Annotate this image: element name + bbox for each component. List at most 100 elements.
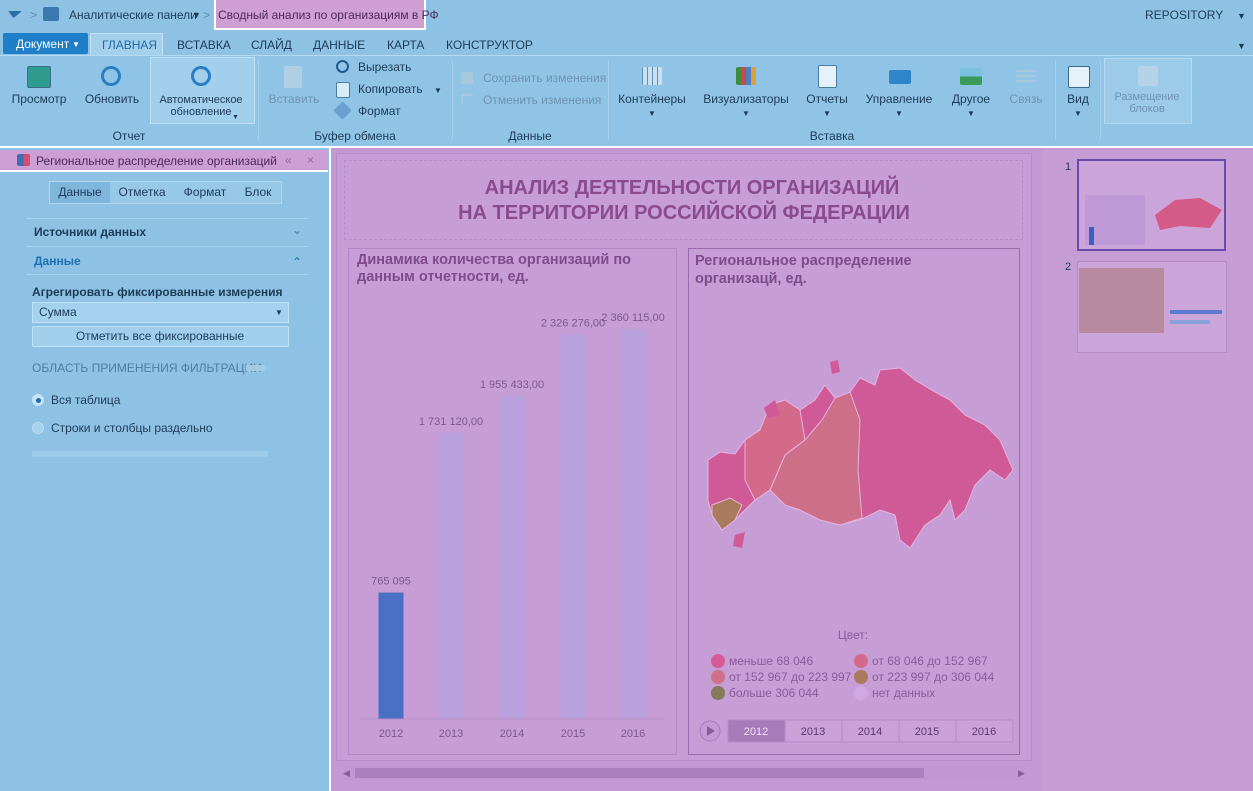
scroll-left[interactable]: ◀	[343, 768, 350, 778]
button-label[interactable]: Вырезать	[358, 60, 412, 74]
separator	[258, 60, 259, 140]
document-label[interactable]: Документ	[16, 37, 70, 51]
group-label: Вставка	[809, 129, 855, 143]
button-label[interactable]: Контейнеры	[618, 92, 686, 106]
cut-icon[interactable]	[336, 60, 349, 73]
preview-icon[interactable]	[27, 66, 51, 88]
button-label[interactable]: Отметить все фиксированные	[75, 329, 245, 343]
separator	[608, 60, 609, 140]
dropdown-arrow[interactable]: ▼	[192, 10, 201, 20]
breadcrumb-highlight	[214, 0, 426, 30]
dropdown-arrow[interactable]: ▼	[232, 114, 239, 121]
slide-title: НА ТЕРРИТОРИИ РОССИЙСКОЙ ФЕДЕРАЦИИ	[458, 202, 910, 224]
button-label[interactable]: Автоматическое обновление	[159, 94, 243, 118]
dropdown-arrow[interactable]: ▼	[823, 109, 831, 118]
dropdown-arrow[interactable]: ▼	[1074, 109, 1082, 118]
separator: >	[203, 8, 211, 22]
section-header[interactable]: Данные	[34, 254, 81, 268]
radio-label[interactable]: Строки и столбцы раздельно	[51, 421, 213, 435]
select[interactable]	[32, 302, 289, 323]
dropdown-arrow[interactable]: ▼	[434, 86, 442, 95]
thumbnail[interactable]	[1077, 261, 1227, 353]
reports-icon[interactable]	[818, 65, 837, 88]
panel-tab[interactable]: Данные	[58, 185, 102, 199]
button-label[interactable]: Просмотр	[11, 92, 67, 106]
other-icon[interactable]	[960, 68, 982, 85]
button[interactable]	[32, 326, 289, 347]
tab[interactable]: КАРТА	[387, 38, 425, 52]
button-label[interactable]: Другое	[951, 92, 991, 106]
group-label: Данные	[508, 129, 552, 143]
button-label[interactable]: Копировать	[358, 82, 423, 96]
tab-active[interactable]	[90, 33, 163, 56]
controls-icon[interactable]	[889, 70, 911, 84]
panel-icon	[17, 154, 30, 166]
scroll-right[interactable]: ▶	[1018, 768, 1025, 778]
dropdown-arrow[interactable]: ▼	[648, 109, 656, 118]
scroll-thumb[interactable]	[355, 768, 924, 778]
tab[interactable]: СЛАЙД	[251, 38, 292, 52]
collapse-button[interactable]: «	[285, 153, 292, 167]
auto-refresh-icon[interactable]	[191, 66, 211, 86]
link-icon	[1016, 70, 1036, 84]
tab[interactable]: ВСТАВКА	[177, 38, 231, 52]
copy-icon[interactable]	[336, 82, 350, 98]
repository-arrow[interactable]: ▼	[1237, 11, 1246, 21]
repository[interactable]: REPOSITORY	[1145, 8, 1224, 22]
select-value[interactable]: Сумма	[39, 305, 77, 319]
save-icon	[461, 72, 473, 84]
document-button[interactable]	[3, 33, 88, 54]
field-label: Агрегировать фиксированные измерения	[32, 285, 283, 299]
chevron[interactable]: ⌃	[292, 255, 303, 269]
panel-tab[interactable]: Формат	[183, 185, 227, 199]
view-icon[interactable]	[1068, 66, 1090, 88]
tab[interactable]: КОНСТРУКТОР	[446, 38, 533, 52]
divider	[0, 146, 1253, 148]
breadcrumb[interactable]: Аналитические панели	[69, 8, 197, 22]
button-label: Сохранить изменения	[483, 71, 607, 85]
panel-header	[0, 150, 328, 172]
ribbon-collapse[interactable]: ▼	[1237, 41, 1246, 51]
paste-icon	[284, 66, 302, 88]
button-label: Размещение блоков	[1114, 91, 1180, 115]
chart-block	[348, 248, 677, 755]
refresh-icon[interactable]	[101, 66, 121, 86]
slide-number: 2	[1065, 261, 1072, 273]
radio-label[interactable]: Вся таблица	[51, 393, 121, 407]
select-arrow[interactable]: ▼	[275, 308, 283, 317]
button-label[interactable]: Вид	[1067, 92, 1089, 106]
legend-title: Цвет:	[837, 628, 869, 642]
section-header[interactable]: Источники данных	[34, 225, 147, 239]
containers-icon[interactable]	[642, 67, 662, 85]
close-button[interactable]: ×	[307, 153, 315, 167]
button-label: Вставить	[268, 92, 320, 106]
button-label[interactable]: Визуализаторы	[703, 92, 789, 106]
panel-tab-active[interactable]	[50, 182, 110, 203]
undo-icon	[461, 94, 473, 104]
panel-tab[interactable]: Отметка	[118, 185, 166, 199]
button-label[interactable]: Формат	[358, 104, 401, 118]
button-label: Связь	[1009, 92, 1043, 106]
tab[interactable]: ГЛАВНАЯ	[102, 38, 158, 52]
logo[interactable]	[8, 11, 22, 18]
document-arrow[interactable]: ▼	[72, 40, 80, 49]
dropdown-arrow[interactable]: ▼	[967, 109, 975, 118]
button-label[interactable]: Управление	[865, 92, 933, 106]
radio-dot[interactable]	[36, 398, 41, 403]
button-label[interactable]: Обновить	[84, 92, 140, 106]
dropdown-arrow[interactable]: ▼	[742, 109, 750, 118]
chart-title: Динамика количества организаций по данны…	[357, 252, 631, 285]
top-bar	[0, 0, 1253, 30]
radio[interactable]	[32, 422, 44, 434]
dropdown-arrow[interactable]: ▼	[895, 109, 903, 118]
visualizers-icon[interactable]	[736, 67, 756, 85]
thumbnail-selected[interactable]	[1077, 159, 1226, 251]
button-label[interactable]: Отчеты	[806, 92, 848, 106]
group-label: Буфер обмена	[314, 129, 396, 143]
breadcrumb-current[interactable]: Сводный анализ по организациям в РФ	[218, 8, 439, 22]
panel-tab[interactable]: Блок	[244, 185, 272, 199]
group-label: Отчет	[112, 129, 146, 143]
separator	[1100, 60, 1101, 140]
tab[interactable]: ДАННЫЕ	[313, 38, 366, 52]
chevron[interactable]: ⌄	[292, 223, 303, 237]
